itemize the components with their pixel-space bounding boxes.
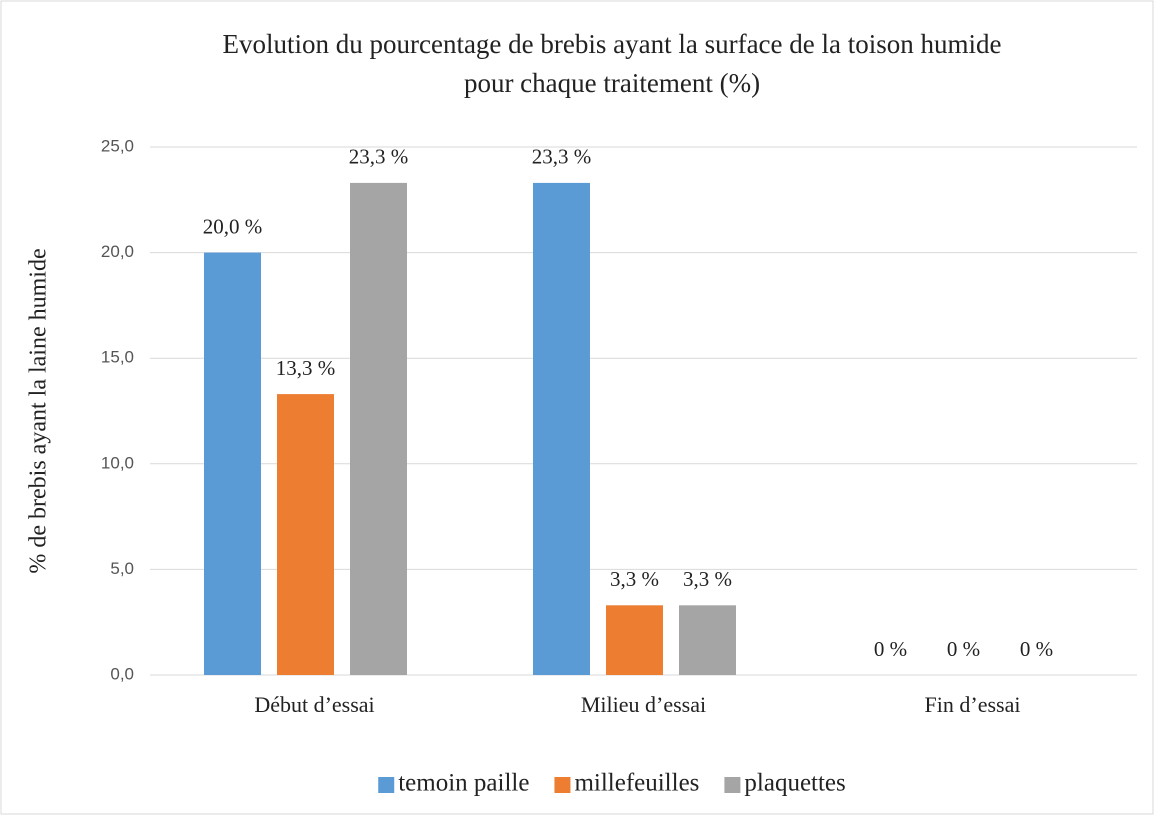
legend-label: plaquettes <box>744 770 845 797</box>
x-tick-label: Début d’essai <box>254 692 374 717</box>
x-tick-label: Milieu d’essai <box>581 692 706 717</box>
value-label: 3,3 % <box>610 567 659 591</box>
y-tick-label: 15,0 <box>101 348 134 367</box>
legend-swatch <box>724 777 741 793</box>
legend-swatch <box>554 777 571 793</box>
y-axis-label: % de brebis ayant la laine humide <box>26 248 52 573</box>
bar <box>679 605 736 675</box>
value-label: 3,3 % <box>683 567 732 591</box>
y-tick-label: 20,0 <box>101 242 134 261</box>
value-label: 0 % <box>874 637 907 661</box>
legend-label: millefeuilles <box>574 770 699 797</box>
chart-title: pour chaque traitement (%) <box>464 68 760 98</box>
y-tick-label: 25,0 <box>101 136 134 155</box>
legend-swatch <box>378 777 395 793</box>
value-label: 20,0 % <box>203 214 263 238</box>
value-label: 23,3 % <box>532 145 592 169</box>
chart-title: Evolution du pourcentage de brebis ayant… <box>222 29 1001 59</box>
x-tick-label: Fin d’essai <box>925 692 1021 717</box>
legend-label: temoin paille <box>398 770 529 797</box>
bar <box>606 605 663 675</box>
value-label: 0 % <box>1020 637 1053 661</box>
y-tick-label: 10,0 <box>101 453 134 472</box>
y-tick-label: 0,0 <box>110 664 134 683</box>
value-label: 23,3 % <box>349 145 409 169</box>
bar <box>277 394 334 675</box>
value-label: 0 % <box>947 637 980 661</box>
bar <box>533 182 590 676</box>
value-label: 13,3 % <box>276 356 336 380</box>
bar <box>350 182 407 676</box>
bar <box>204 252 261 675</box>
y-tick-label: 5,0 <box>110 559 134 578</box>
